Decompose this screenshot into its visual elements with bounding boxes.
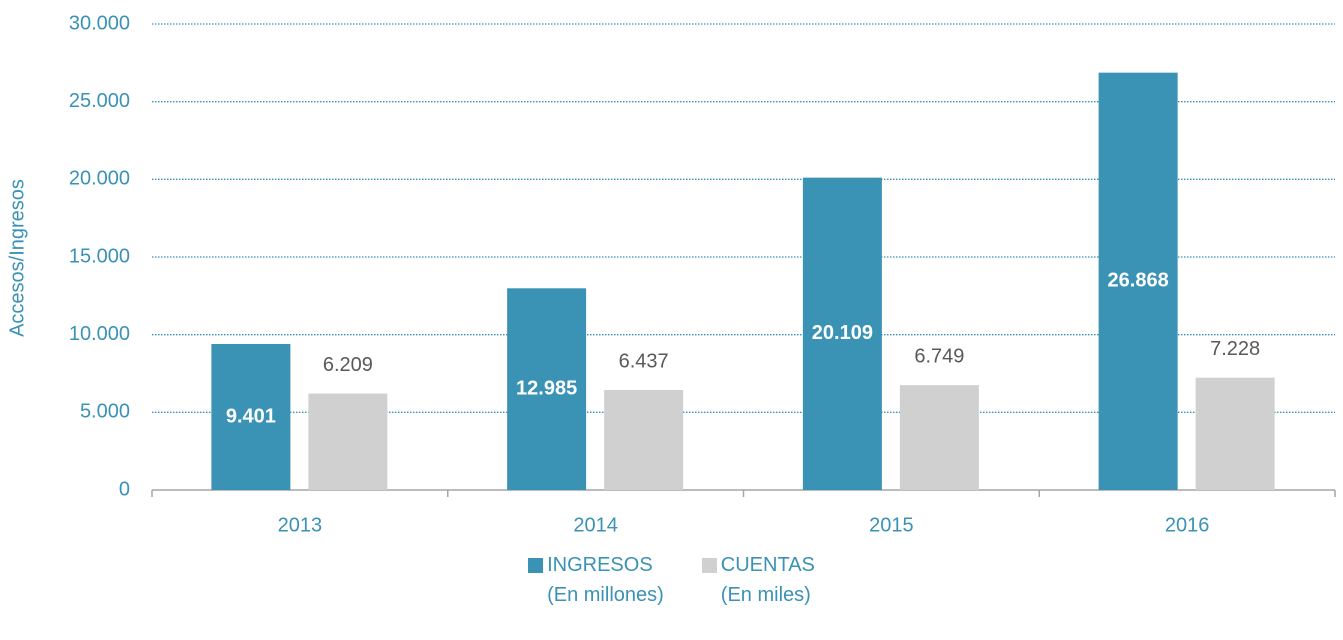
bar <box>1195 377 1275 490</box>
legend-item: CUENTAS (En miles) <box>701 553 815 610</box>
data-label: 9.401 <box>226 405 276 427</box>
bar <box>1098 72 1178 491</box>
x-tick-label: 2013 <box>278 514 323 536</box>
legend: INGRESOS (En millones) CUENTAS (En miles) <box>0 553 1343 610</box>
data-label: 6.437 <box>619 350 669 372</box>
legend-label: CUENTAS (En miles) <box>720 554 815 606</box>
bar <box>899 385 979 490</box>
bar <box>507 288 587 490</box>
bar <box>802 177 882 490</box>
data-label: 26.868 <box>1108 270 1169 292</box>
data-label: 12.985 <box>516 377 577 399</box>
legend-label: INGRESOS (En millones) <box>547 554 664 606</box>
y-tick-label: 5.000 <box>80 401 130 423</box>
legend-item: INGRESOS (En millones) <box>528 553 664 610</box>
y-tick-label: 25.000 <box>69 90 130 112</box>
legend-swatch <box>528 558 544 573</box>
x-tick-label: 2014 <box>573 514 618 536</box>
x-tick-label: 2016 <box>1165 514 1210 536</box>
data-label: 6.209 <box>323 354 373 376</box>
bar <box>604 390 684 490</box>
y-axis-label: Accesos/Ingresos <box>6 179 28 337</box>
data-label: 20.109 <box>812 322 873 344</box>
bar <box>308 393 388 490</box>
x-tick-label: 2015 <box>869 514 914 536</box>
data-label: 7.228 <box>1210 338 1260 360</box>
chart: Accesos/Ingresos 0 5.000 10.000 15.000 20.00… <box>6 12 1336 536</box>
data-label: 6.749 <box>914 345 964 367</box>
y-tick-label: 10.000 <box>69 323 130 345</box>
legend-swatch <box>701 558 717 573</box>
y-tick-label: 30.000 <box>69 12 130 34</box>
y-tick-label: 15.000 <box>69 245 130 267</box>
y-tick-label: 20.000 <box>69 168 130 190</box>
bar <box>211 343 291 490</box>
y-tick-label: 0 <box>119 478 130 500</box>
